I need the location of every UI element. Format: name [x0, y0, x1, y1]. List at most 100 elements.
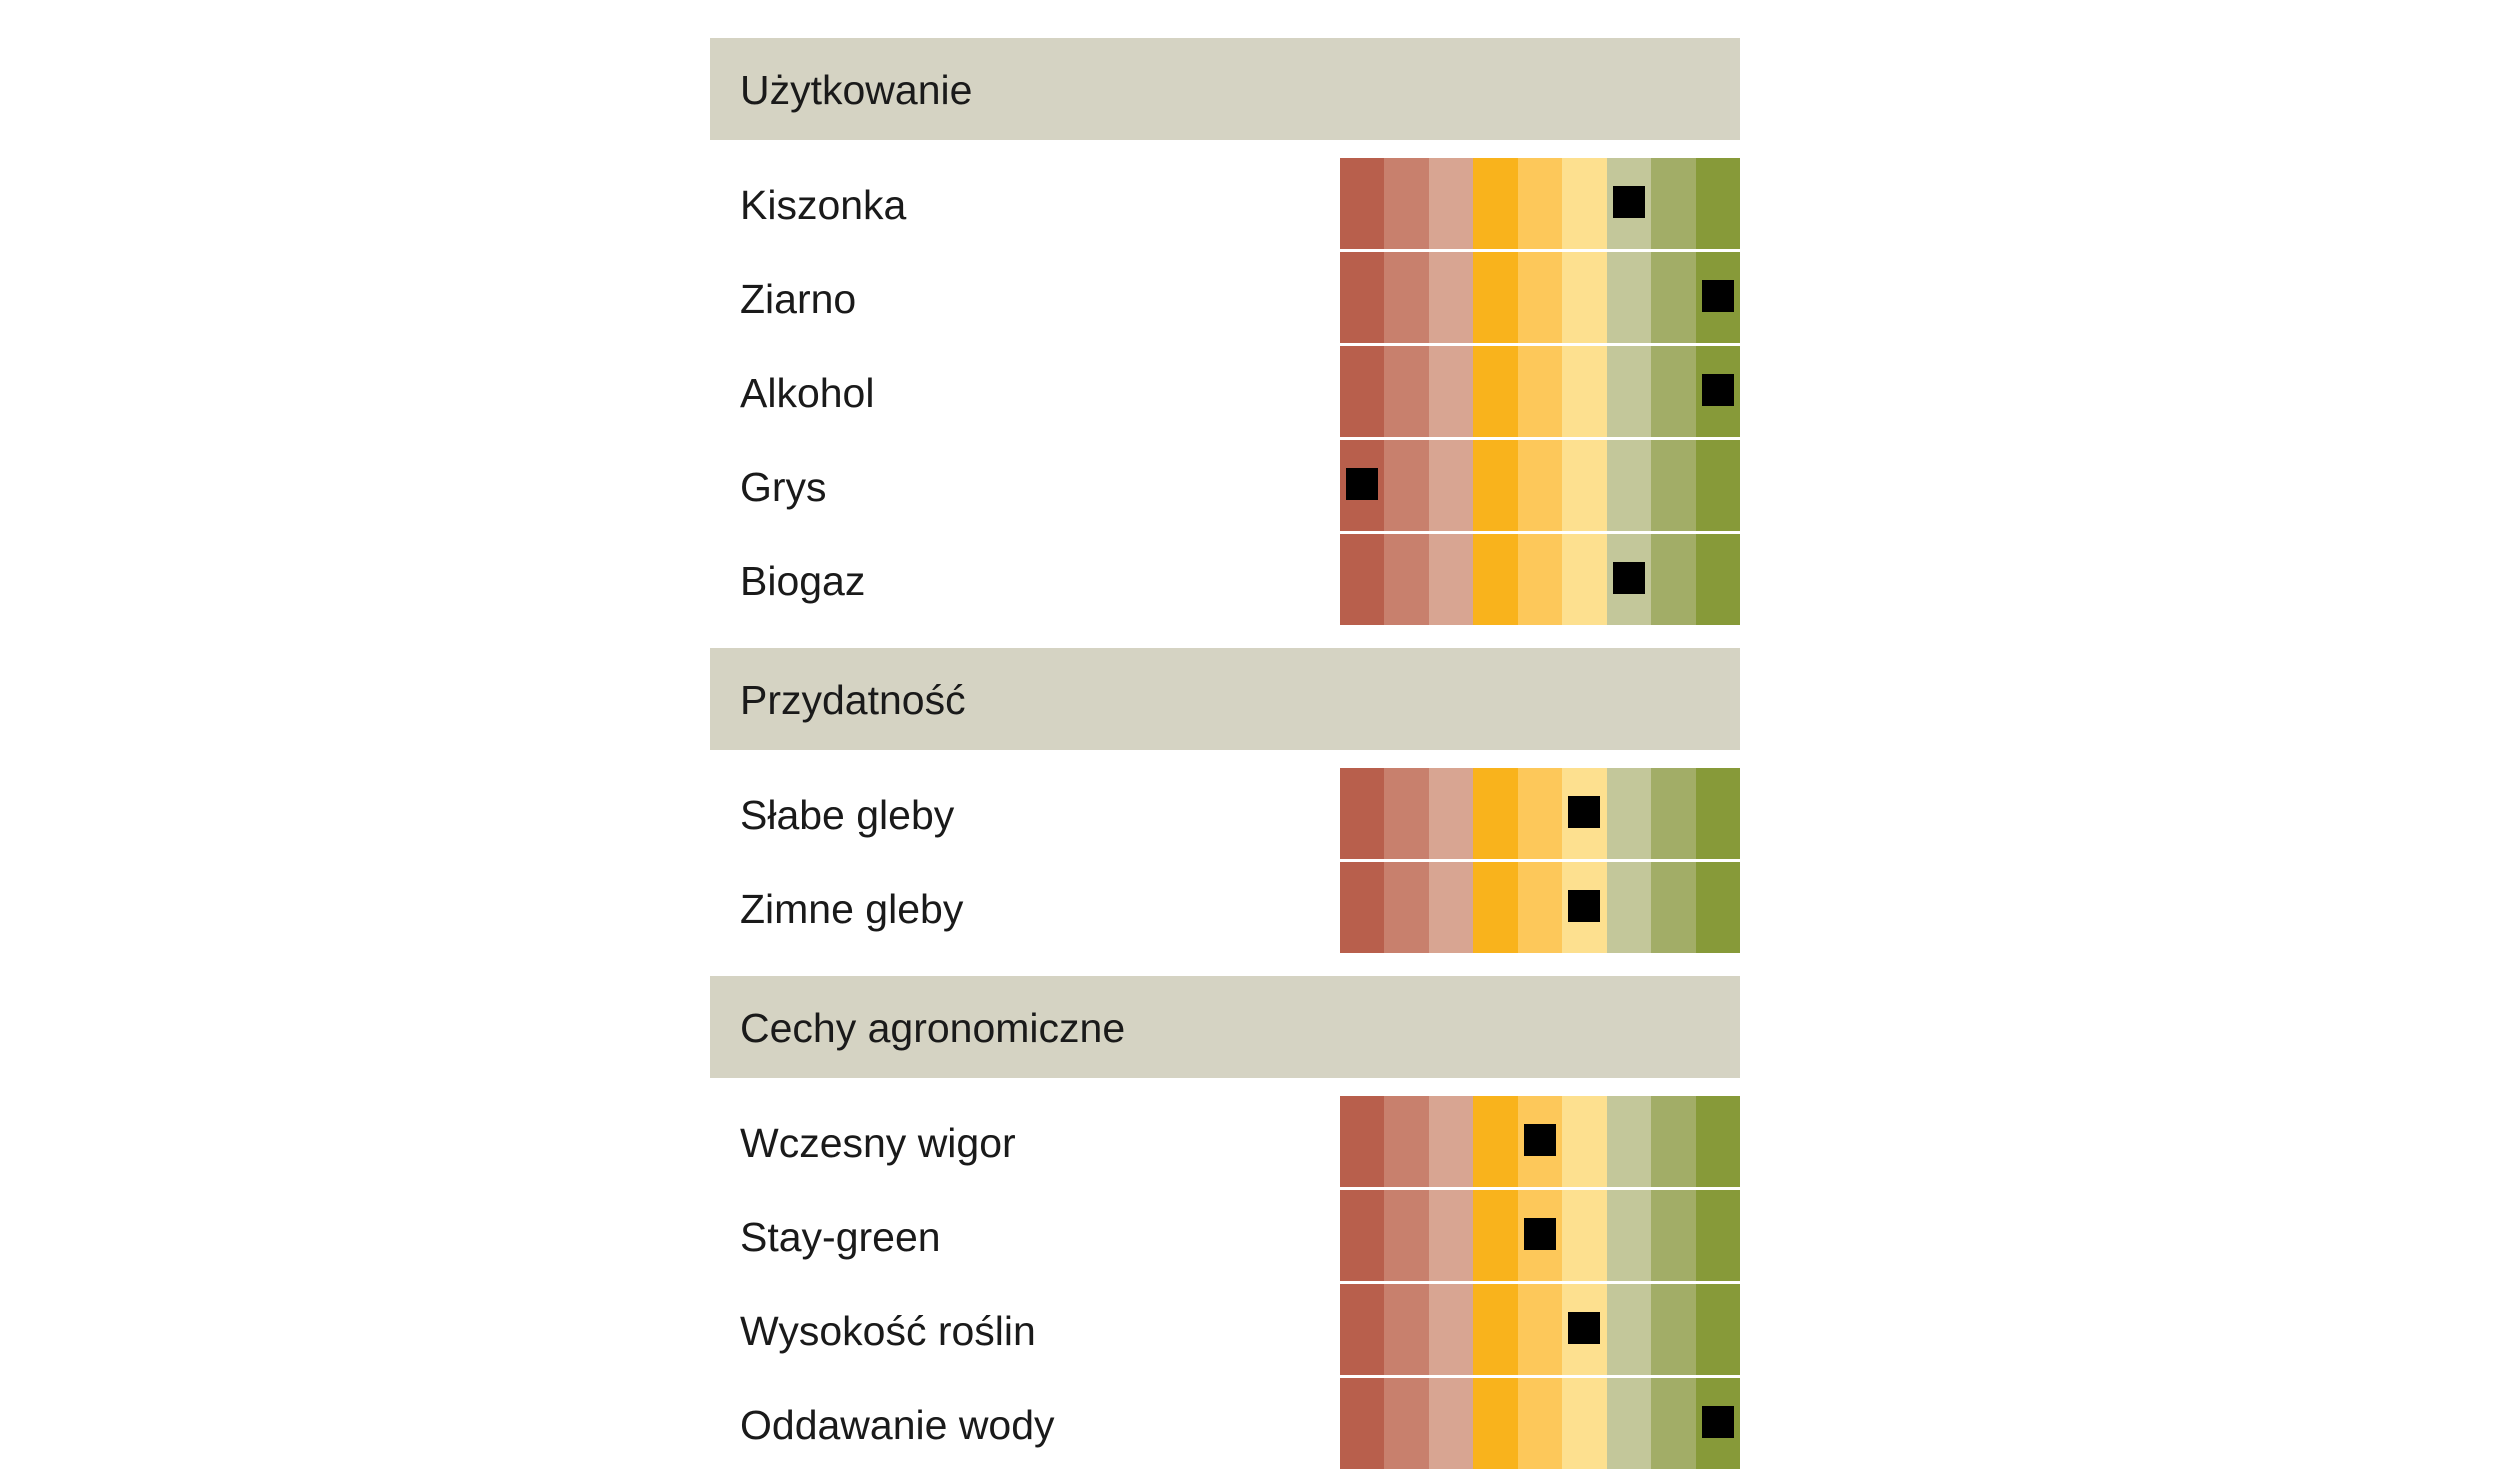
scale-cell-1 [1340, 862, 1384, 953]
scale-cell-9 [1696, 1096, 1740, 1187]
scale-cell-7 [1607, 252, 1651, 343]
scale-cell-2 [1384, 862, 1429, 953]
rating-marker [1702, 280, 1734, 312]
scale-cell-7 [1607, 1190, 1651, 1281]
scale-cell-3 [1429, 862, 1473, 953]
scale-cell-9 [1696, 158, 1740, 249]
rating-marker [1568, 890, 1600, 922]
row-label: Wysokość roślin [740, 1308, 1036, 1354]
scale-cell-5 [1518, 862, 1562, 953]
scale-cell-8 [1651, 158, 1696, 249]
scale-cell-2 [1384, 1284, 1429, 1375]
rating-scale [1340, 1378, 1740, 1469]
scale-cell-8 [1651, 1378, 1696, 1469]
scale-cell-3 [1429, 1096, 1473, 1187]
rating-marker [1568, 796, 1600, 828]
scale-cell-9 [1696, 440, 1740, 531]
section-header: Cechy agronomiczne [710, 976, 1740, 1078]
scale-cell-3 [1429, 440, 1473, 531]
scale-cell-3 [1429, 768, 1473, 859]
row-label: Ziarno [740, 276, 857, 322]
rating-scale [1340, 346, 1740, 437]
row-label: Alkohol [740, 370, 875, 416]
scale-cell-1 [1340, 1378, 1384, 1469]
scale-cell-1 [1340, 768, 1384, 859]
rating-marker [1524, 1124, 1556, 1156]
scale-cell-2 [1384, 1096, 1429, 1187]
scale-cell-6 [1562, 1096, 1607, 1187]
scale-cell-4 [1473, 440, 1518, 531]
section-header: Użytkowanie [710, 38, 1740, 140]
rating-marker [1524, 1218, 1556, 1250]
rating-row: Alkohol [710, 346, 1740, 440]
scale-cell-8 [1651, 1284, 1696, 1375]
rating-scale [1340, 252, 1740, 343]
scale-cell-6 [1562, 346, 1607, 437]
scale-cell-8 [1651, 252, 1696, 343]
rating-row: Wczesny wigor [710, 1096, 1740, 1190]
rating-scale [1340, 534, 1740, 625]
rating-marker [1702, 1406, 1734, 1438]
scale-cell-9 [1696, 534, 1740, 625]
scale-cell-6 [1562, 440, 1607, 531]
scale-cell-8 [1651, 346, 1696, 437]
rating-row: Słabe gleby [710, 768, 1740, 862]
scale-cell-3 [1429, 252, 1473, 343]
scale-cell-7 [1607, 440, 1651, 531]
scale-cell-4 [1473, 534, 1518, 625]
scale-cell-5 [1518, 346, 1562, 437]
scale-cell-7 [1607, 1096, 1651, 1187]
scale-cell-7 [1607, 1284, 1651, 1375]
row-label: Stay-green [740, 1214, 941, 1260]
scale-cell-2 [1384, 346, 1429, 437]
scale-cell-4 [1473, 1190, 1518, 1281]
rating-scale [1340, 158, 1740, 249]
scale-cell-9 [1696, 768, 1740, 859]
scale-cell-1 [1340, 534, 1384, 625]
scale-cell-5 [1518, 1378, 1562, 1469]
scale-cell-4 [1473, 346, 1518, 437]
scale-cell-6 [1562, 1378, 1607, 1469]
row-label: Słabe gleby [740, 792, 955, 838]
rating-row: Grys [710, 440, 1740, 534]
scale-cell-5 [1518, 440, 1562, 531]
rating-marker [1346, 468, 1378, 500]
rating-scale [1340, 1190, 1740, 1281]
rating-row: Wysokość roślin [710, 1284, 1740, 1378]
scale-cell-5 [1518, 768, 1562, 859]
scale-cell-1 [1340, 158, 1384, 249]
row-label: Kiszonka [740, 182, 907, 228]
scale-cell-3 [1429, 158, 1473, 249]
section-title: Cechy agronomiczne [740, 1005, 1126, 1051]
section-title: Przydatność [740, 677, 966, 723]
section-header: Przydatność [710, 648, 1740, 750]
scale-cell-1 [1340, 1096, 1384, 1187]
scale-cell-1 [1340, 252, 1384, 343]
scale-cell-3 [1429, 534, 1473, 625]
section-2: Cechy agronomiczne Wczesny wigor Stay-gree… [710, 976, 1740, 1472]
scale-cell-8 [1651, 862, 1696, 953]
scale-cell-2 [1384, 252, 1429, 343]
scale-cell-4 [1473, 862, 1518, 953]
scale-cell-5 [1518, 534, 1562, 625]
scale-cell-9 [1696, 862, 1740, 953]
scale-cell-9 [1696, 1190, 1740, 1281]
scale-cell-2 [1384, 1378, 1429, 1469]
rating-row: Zimne gleby [710, 862, 1740, 956]
rating-scale [1340, 1096, 1740, 1187]
scale-cell-7 [1607, 1378, 1651, 1469]
scale-cell-6 [1562, 1190, 1607, 1281]
scale-cell-3 [1429, 1378, 1473, 1469]
scale-cell-3 [1429, 1190, 1473, 1281]
scale-cell-1 [1340, 1190, 1384, 1281]
rating-scale [1340, 440, 1740, 531]
scale-cell-1 [1340, 1284, 1384, 1375]
row-label: Oddawanie wody [740, 1402, 1055, 1448]
rating-scale [1340, 1284, 1740, 1375]
scale-cell-9 [1696, 1284, 1740, 1375]
section-1: Przydatność Słabe gleby Zimne gleby [710, 648, 1740, 956]
scale-cell-3 [1429, 1284, 1473, 1375]
rating-scale [1340, 862, 1740, 953]
scale-cell-5 [1518, 252, 1562, 343]
scale-cell-7 [1607, 768, 1651, 859]
